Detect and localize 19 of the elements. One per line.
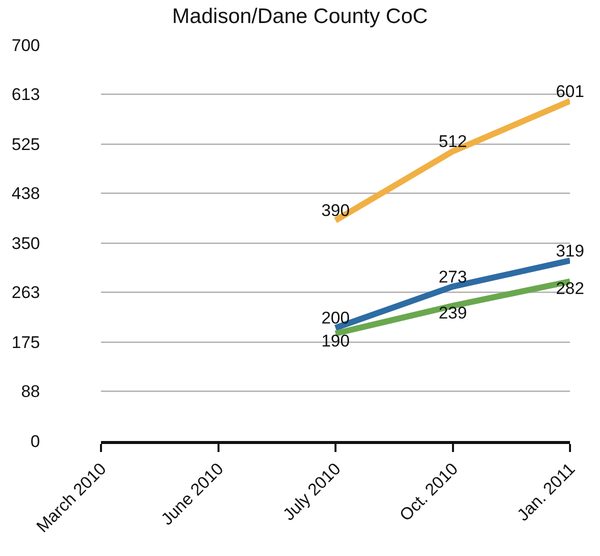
y-tick-label: 88 [21, 382, 40, 402]
y-tick-label: 438 [12, 184, 40, 204]
data-label: 319 [556, 241, 584, 260]
data-label: 282 [556, 279, 584, 298]
data-label: 390 [321, 201, 350, 220]
data-label: 601 [556, 82, 584, 101]
chart-title: Madison/Dane County CoC [172, 5, 428, 28]
y-tick-label: 263 [12, 283, 40, 302]
data-label: 273 [438, 267, 467, 286]
y-tick-label: 525 [12, 134, 40, 154]
data-label: 190 [321, 331, 350, 350]
y-tick-label: 0 [30, 432, 40, 451]
y-tick-label: 700 [12, 36, 40, 55]
data-label: 239 [438, 304, 467, 323]
data-label: 512 [438, 132, 467, 152]
y-tick-label: 350 [12, 234, 40, 253]
y-tick-label: 175 [12, 332, 40, 352]
data-label: 200 [321, 308, 350, 328]
y-tick-label: 613 [12, 85, 40, 104]
